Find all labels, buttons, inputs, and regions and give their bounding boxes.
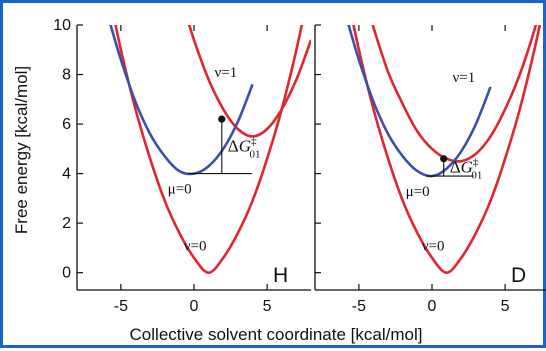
curve-label-nu0: ν=0	[422, 238, 445, 254]
series-line-0-1	[352, 25, 542, 274]
series-line-1-0	[187, 25, 311, 138]
x-axis-title: Collective solvent coordinate [kcal/mol]	[130, 325, 423, 344]
y-tick-label: 10	[53, 17, 71, 34]
curve-label-nu1: ν=1	[214, 65, 237, 81]
curve-label-nu1: ν=1	[452, 70, 475, 86]
x-tick-label: -5	[352, 298, 366, 315]
series-line-0-0	[109, 25, 254, 176]
curve-label-mu0: μ=0	[406, 184, 430, 200]
curves	[109, 25, 311, 274]
panel-d: ΔG‡ 01 ν=1 μ=0 ν=0 D -5 0 5	[314, 24, 546, 315]
x-tick-label: 5	[501, 298, 510, 315]
x-tick-label: 5	[263, 298, 272, 315]
series-line-0-1	[347, 25, 492, 178]
x-tick-label: -5	[114, 298, 128, 315]
panel-label: H	[273, 264, 288, 287]
crossing-point	[440, 155, 448, 163]
y-tick-label: 8	[62, 67, 71, 84]
curve-label-mu0: μ=0	[168, 182, 192, 198]
y-tick-label: 4	[62, 166, 71, 183]
y-tick-label: 0	[62, 265, 71, 282]
crossing-point	[218, 115, 226, 123]
series-line-0-0	[114, 25, 304, 274]
curve-label-nu0: ν=0	[184, 238, 207, 254]
barrier-label: ΔG‡ 01	[450, 156, 483, 181]
barrier-label: ΔG‡ 01	[228, 135, 261, 160]
shared-y-axis: Free energy [kcal/mol] Collective solven…	[12, 66, 422, 344]
curves	[347, 25, 542, 274]
panel-h: ΔG‡ 01 ν=1 μ=0 ν=0 H -5 0 5 0 2 4 6 8 10	[53, 17, 311, 315]
y-tick-label: 6	[62, 116, 71, 133]
y-axis-title: Free energy [kcal/mol]	[12, 66, 31, 234]
free-energy-chart: ΔG‡ 01 ν=1 μ=0 ν=0 H -5 0 5 0 2 4 6 8 10 ΔG‡ 01 ν=1 μ=0 ν=…	[12, 17, 546, 344]
x-tick-label: 0	[428, 298, 437, 315]
panel-label: D	[511, 264, 526, 287]
x-tick-label: 0	[190, 298, 199, 315]
y-tick-label: 2	[62, 215, 71, 232]
